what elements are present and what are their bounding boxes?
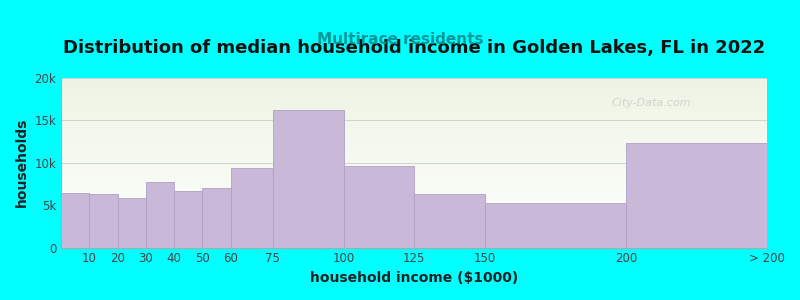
Bar <box>343 166 414 248</box>
Bar <box>146 182 174 248</box>
Bar <box>485 203 626 247</box>
Bar <box>273 110 343 247</box>
X-axis label: household income ($1000): household income ($1000) <box>310 271 518 285</box>
Title: Distribution of median household income in Golden Lakes, FL in 2022: Distribution of median household income … <box>63 39 766 57</box>
Bar <box>174 191 202 248</box>
Text: Multirace residents: Multirace residents <box>317 32 483 46</box>
Bar <box>414 194 485 247</box>
Bar <box>61 193 90 248</box>
Bar <box>202 188 230 247</box>
Bar <box>626 143 767 248</box>
Y-axis label: households: households <box>15 118 29 208</box>
Bar <box>230 168 273 248</box>
Text: City-Data.com: City-Data.com <box>612 98 691 108</box>
Bar <box>90 194 118 247</box>
Bar <box>118 198 146 248</box>
